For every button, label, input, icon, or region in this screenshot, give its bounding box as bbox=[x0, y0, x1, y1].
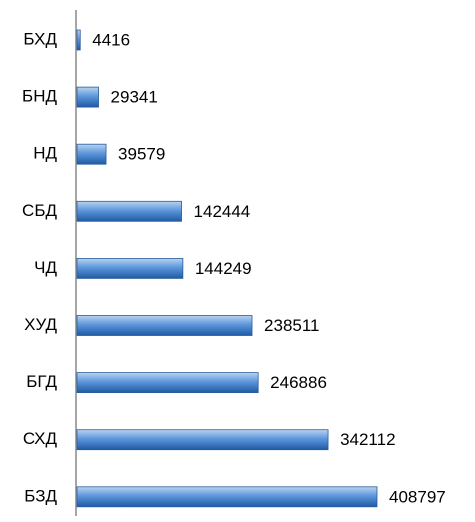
category-label: НД bbox=[33, 144, 57, 163]
category-label: БНД bbox=[22, 87, 57, 106]
value-label: 39579 bbox=[118, 145, 165, 164]
value-label: 142444 bbox=[194, 202, 251, 221]
bar bbox=[76, 486, 378, 508]
value-label: 246886 bbox=[270, 373, 327, 392]
bar bbox=[76, 257, 184, 279]
value-label: 342112 bbox=[340, 430, 395, 449]
value-label: 144249 bbox=[195, 259, 252, 278]
category-label: БХД bbox=[23, 29, 57, 48]
bar bbox=[76, 315, 253, 336]
category-label: БГД bbox=[26, 372, 57, 391]
category-label: ЧД bbox=[34, 258, 57, 277]
bar bbox=[76, 200, 182, 222]
bar bbox=[76, 429, 329, 451]
category-label: СХД bbox=[23, 429, 58, 448]
category-label: ХУД bbox=[24, 315, 57, 334]
value-label: 4416 bbox=[92, 30, 130, 49]
value-label: 238511 bbox=[264, 316, 319, 335]
category-label: БЗД bbox=[24, 486, 57, 505]
value-label: 29341 bbox=[111, 88, 158, 107]
bar bbox=[76, 372, 259, 394]
category-label: СБД bbox=[22, 201, 57, 220]
bar bbox=[76, 143, 107, 165]
value-label: 408797 bbox=[389, 487, 446, 506]
bar bbox=[76, 29, 81, 51]
bar bbox=[76, 86, 99, 108]
